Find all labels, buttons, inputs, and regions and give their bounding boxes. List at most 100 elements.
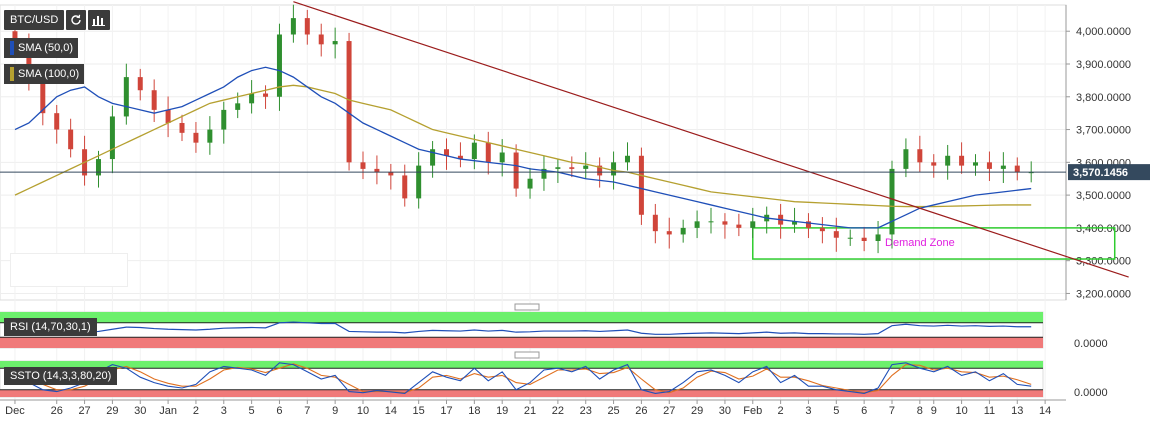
candle-body	[680, 227, 686, 235]
sma50-swatch	[10, 41, 14, 55]
sma50-line	[14, 66, 1032, 229]
x-tick-label: 27	[663, 405, 675, 417]
x-tick-label: 13	[1011, 405, 1023, 417]
x-tick-label: 14	[385, 405, 397, 417]
candle-body	[583, 165, 589, 169]
x-tick-label: 26	[51, 405, 63, 417]
candle-body	[722, 221, 728, 225]
x-tick-label: 8	[917, 405, 923, 417]
candle-body	[374, 168, 380, 173]
candle-body	[666, 231, 672, 235]
sma50-label[interactable]: SMA (50,0)	[4, 38, 79, 58]
candle-body	[151, 90, 157, 110]
x-tick-label: 26	[635, 405, 647, 417]
candle-body	[388, 172, 394, 176]
x-tick-label: 22	[552, 405, 564, 417]
rsi-zero-label: 0.0000	[1074, 338, 1108, 350]
candle-body	[471, 142, 477, 160]
candle-body	[847, 237, 853, 239]
candle-body	[402, 175, 408, 199]
x-tick-label: 27	[78, 405, 90, 417]
candle-body	[611, 162, 617, 176]
y-tick-label: 3,300.0000	[1076, 256, 1131, 268]
candle-body	[499, 152, 505, 163]
candle-body	[652, 214, 658, 232]
candle-body	[569, 167, 575, 169]
candle-body	[193, 132, 199, 143]
x-tick-label: 6	[861, 405, 867, 417]
x-tick-label: Jan	[159, 405, 177, 417]
x-tick-label: 9	[931, 405, 937, 417]
candle-body	[903, 149, 909, 169]
x-tick-label: 5	[833, 405, 839, 417]
x-tick-label: 19	[496, 405, 508, 417]
candle-body	[26, 44, 32, 81]
ssto-overbought-band	[0, 361, 1043, 369]
trend-line	[293, 1, 1129, 278]
x-tick-label: 5	[249, 405, 255, 417]
x-tick-label: 29	[106, 405, 118, 417]
candle-body	[736, 224, 742, 228]
candle-body	[137, 77, 143, 91]
candle-body	[555, 167, 561, 169]
candle-body	[959, 155, 965, 166]
candle-body	[40, 80, 46, 114]
rsi-line	[14, 321, 1032, 335]
sma100-label[interactable]: SMA (100,0)	[4, 64, 85, 84]
price-pane	[0, 4, 1067, 301]
candle-body	[12, 31, 18, 45]
y-tick-label: 3,700.0000	[1076, 125, 1131, 137]
candle-body	[332, 41, 338, 45]
candle-body	[792, 221, 798, 225]
sma50-text: SMA (50,0)	[18, 42, 74, 54]
candle-body	[931, 162, 937, 166]
last-price-tag	[1068, 164, 1150, 181]
candle-body	[750, 221, 756, 228]
x-tick-label: 3	[221, 405, 227, 417]
candle-body	[165, 109, 171, 123]
sma100-line	[14, 84, 1032, 208]
candle-body	[304, 18, 310, 35]
x-tick-label: 7	[889, 405, 895, 417]
candle-body	[346, 41, 352, 163]
ssto-d-line	[14, 363, 1032, 394]
y-tick-label: 3,500.0000	[1076, 190, 1131, 202]
candle-body	[541, 168, 547, 179]
ssto-label[interactable]: SSTO (14,3,3,80,20)	[4, 367, 118, 385]
rsi-label[interactable]: RSI (14,70,30,1)	[4, 318, 97, 336]
candle-body	[819, 227, 825, 232]
candle-body	[207, 129, 213, 143]
candle-body	[1014, 165, 1020, 173]
y-tick-label: 3,900.0000	[1076, 59, 1131, 71]
x-tick-label: 11	[984, 405, 995, 417]
candle-body	[833, 231, 839, 238]
chart-toolbar: BTC/USD	[4, 10, 111, 30]
blank-box	[10, 253, 128, 287]
x-tick-label: 10	[955, 405, 967, 417]
refresh-icon[interactable]	[66, 10, 87, 30]
candle-body	[416, 165, 422, 199]
symbol-label[interactable]: BTC/USD	[4, 10, 65, 30]
candle-body	[638, 155, 644, 215]
candle-body	[805, 221, 811, 228]
candle-body	[318, 34, 324, 45]
candle-body	[1000, 165, 1006, 169]
candle-body	[973, 162, 979, 166]
x-tick-label: 18	[468, 405, 480, 417]
candle-body	[917, 149, 923, 163]
candle-body	[457, 155, 463, 160]
bar-chart-icon[interactable]	[88, 10, 111, 30]
x-tick-label: 17	[440, 405, 452, 417]
x-tick-label: 7	[304, 405, 310, 417]
candle-body	[708, 221, 714, 223]
x-tick-label: 21	[524, 405, 536, 417]
y-tick-label: 3,400.0000	[1076, 223, 1131, 235]
candle-body	[889, 168, 895, 235]
x-tick-label: 14	[1039, 405, 1051, 417]
candle-body	[179, 123, 185, 133]
candle-body	[263, 93, 269, 97]
x-tick-label: 6	[276, 405, 282, 417]
candle-body	[276, 34, 282, 97]
